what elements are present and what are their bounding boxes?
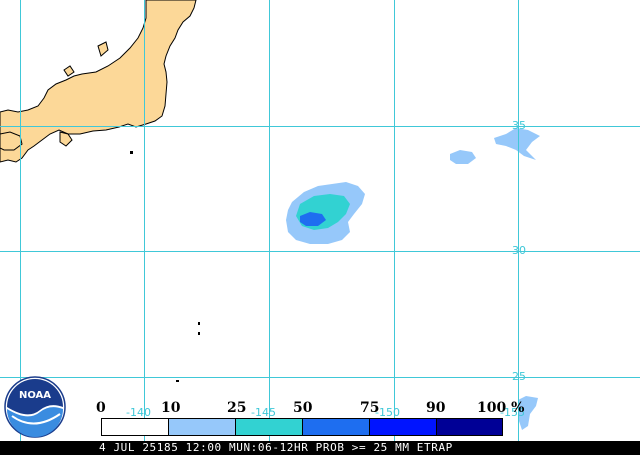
prob-area-10-25-southeast [518,396,538,430]
prob-area-50-75 [300,212,326,226]
legend-tick-100: 100 % [477,400,525,416]
legend-swatch-0-10 [102,419,169,435]
footer-text: 4 JUL 25185 12:00 MUN:06-12HR PROB >= 25… [99,441,453,454]
land-izu-islet [130,151,133,154]
land-islet-d [176,380,179,382]
land-peninsula [59,131,73,147]
probability-areas [286,128,540,430]
land-islet-a [63,65,75,77]
legend-swatch-10-25 [169,419,236,435]
graticule [0,0,640,441]
lat-label-25: 25 [512,370,526,383]
legend-tick-0: 0 [96,400,106,416]
legend-tick-75: 75 [360,400,380,416]
land-sado [97,41,109,57]
legend-swatch-50-75 [303,419,370,435]
lon-label-150: -150 [375,406,400,419]
land-kyushu-shikoku [0,131,23,151]
lon-label-145: -145 [251,406,276,419]
prob-area-10-25-east [494,128,540,160]
legend-swatch-90-100 [437,419,502,435]
legend-swatch-25-50 [236,419,303,435]
legend-tick-90: 90 [426,400,446,416]
legend-tick-50: 50 [293,400,313,416]
legend-tick-10: 10 [161,400,181,416]
legend-color-bar [101,418,503,436]
land-islet-c [198,332,200,335]
land-masses [0,0,200,382]
land-honshu [0,0,197,163]
land-islet-b [198,322,200,325]
lon-label-140: -140 [126,406,151,419]
lon-label-155: -155 [500,406,525,419]
legend-tick-25: 25 [227,400,247,416]
logo-text: NOAA [19,390,51,401]
footer-bar: 4 JUL 25185 12:00 MUN:06-12HR PROB >= 25… [0,441,640,455]
legend-swatch-75-90 [370,419,437,435]
lat-label-30: 30 [512,244,526,257]
noaa-logo-icon: NOAA [4,376,66,438]
lat-label-35: 35 [512,119,526,132]
prob-area-10-25-east-small [450,150,476,164]
